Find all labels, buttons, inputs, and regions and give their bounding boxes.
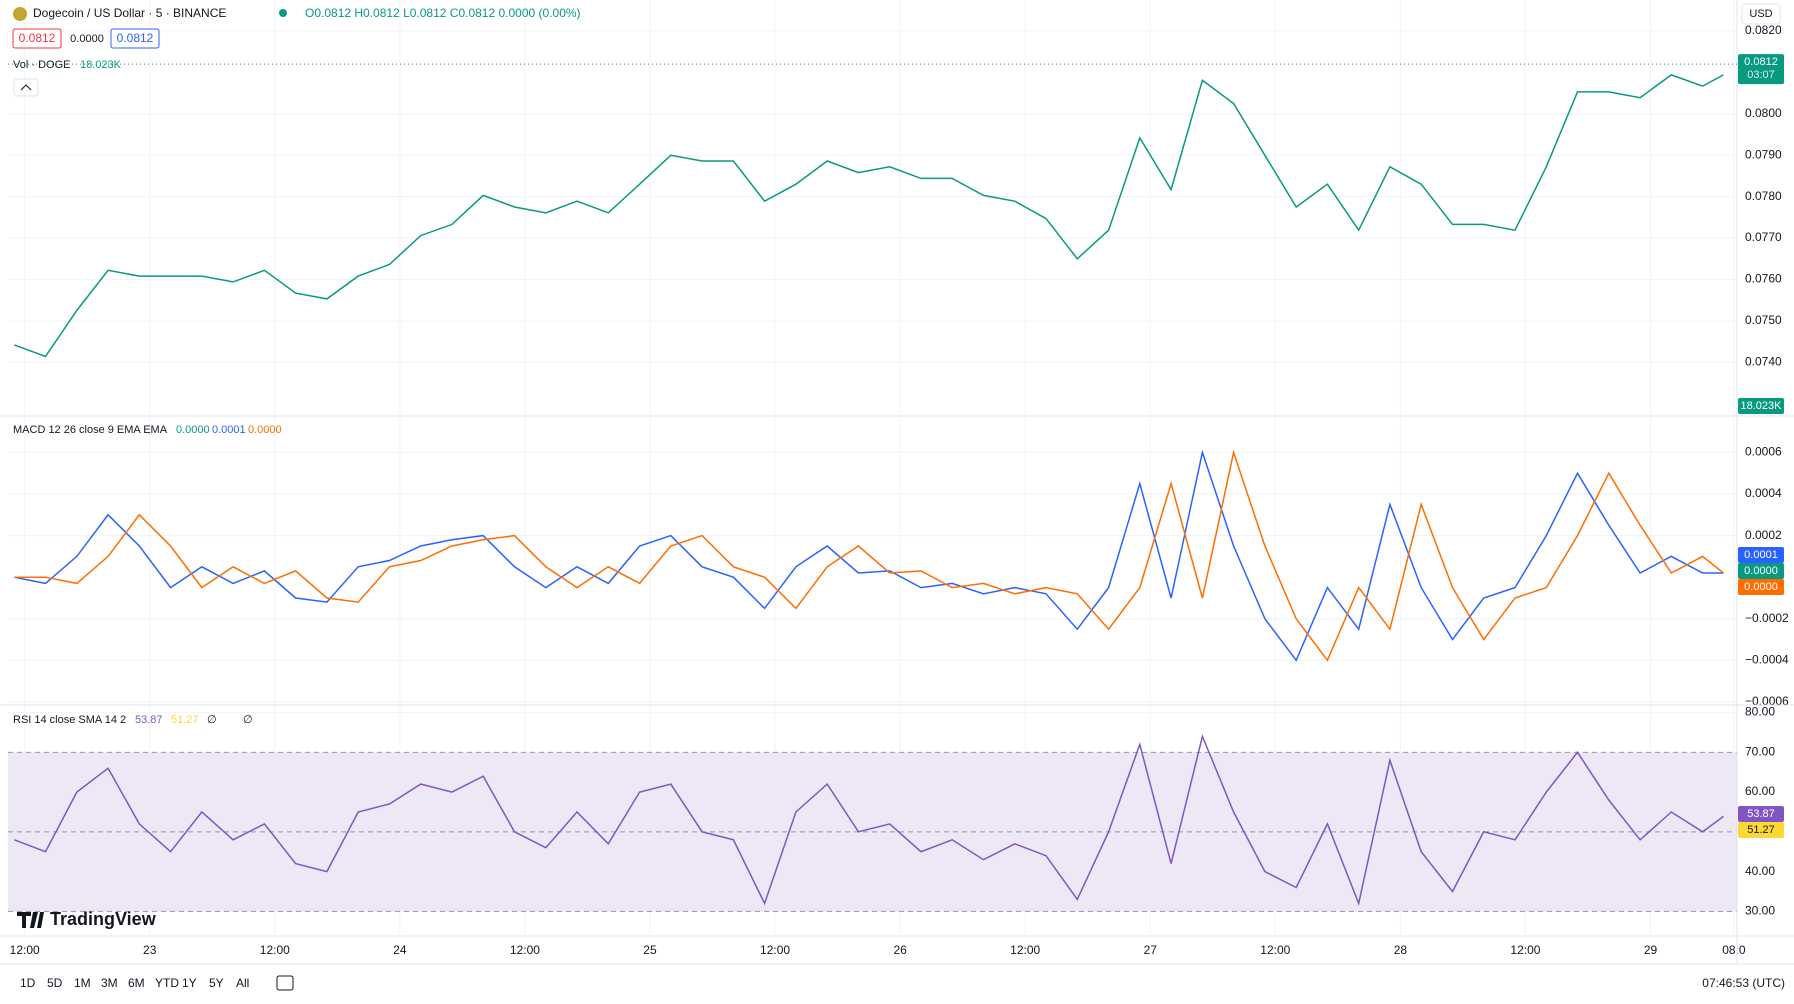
toolbar: 1D 5D 1M 3M 6M YTD 1Y 5Y All — [20, 975, 294, 991]
x-tick-label: 25 — [643, 943, 657, 957]
bid-box[interactable] — [12, 28, 62, 49]
ohlc: O0.0812 H0.0812 L0.0812 C0.0812 0.0000 (… — [305, 6, 581, 20]
symbol-title[interactable]: Dogecoin / US Dollar · 5 · BINANCE — [33, 6, 226, 20]
axis-value-label: 51.27 — [1747, 824, 1775, 836]
x-tick-label: 12:00 — [1260, 943, 1290, 957]
y-tick-label: 0.0002 — [1745, 528, 1782, 542]
y-tick-label: 80.00 — [1745, 705, 1775, 719]
x-tick-label: 12:00 — [510, 943, 540, 957]
legend-value: 0.0000 — [248, 424, 282, 436]
x-tick-label: 28 — [1394, 943, 1408, 957]
legend-value: 0.0001 — [212, 424, 246, 436]
x-tick-label: 12:00 — [10, 943, 40, 957]
y-tick-label: 30.00 — [1745, 904, 1775, 918]
y-tick-label: 0.0750 — [1745, 313, 1782, 327]
y-tick-label: 0.0820 — [1745, 23, 1782, 37]
legend-value: 51.27 — [171, 714, 199, 726]
axis-value-label-badge — [1738, 547, 1784, 563]
range-button[interactable]: 5D — [47, 976, 63, 990]
y-tick-label: −0.0002 — [1745, 611, 1789, 625]
axis-value-label: 53.87 — [1747, 808, 1775, 820]
bid: 0.0812 — [19, 31, 56, 45]
y-tick-label: 0.0740 — [1745, 354, 1782, 368]
currency-button[interactable] — [1741, 3, 1781, 25]
x-tick-label: 12:00 — [760, 943, 790, 957]
axis-value-label: 0.0000 — [1744, 565, 1778, 577]
ask-box[interactable] — [110, 28, 160, 49]
series-line — [14, 733, 1724, 906]
axis-value-label-badge — [1738, 806, 1784, 822]
range-button[interactable]: 1D — [20, 976, 36, 990]
x-tick-label: 12:00 — [1010, 943, 1040, 957]
legend-value: 53.87 — [135, 714, 163, 726]
y-tick-label: 0.0006 — [1745, 445, 1782, 459]
brand: TradingView — [50, 909, 157, 929]
macd-title: MACD 12 26 close 9 EMA EMA — [13, 424, 168, 436]
ask: 0.0812 — [117, 31, 154, 45]
x-tick-label: 27 — [1144, 943, 1158, 957]
x-tick-label: 23 — [143, 943, 157, 957]
calendar-icon[interactable] — [276, 975, 294, 991]
y-tick-label: 0.0780 — [1745, 189, 1782, 203]
x-tick-label: 12:00 — [1510, 943, 1540, 957]
y-tick-label: 70.00 — [1745, 744, 1775, 758]
rsi-title: RSI 14 close SMA 14 2 — [13, 714, 126, 726]
axis-value-label-badge — [1738, 822, 1784, 838]
clock: 07:46:53 (UTC) — [1702, 976, 1785, 990]
x-tick-label: 29 — [1644, 943, 1658, 957]
countdown: 03:07 — [1747, 69, 1775, 81]
axis-value-label: 0.0001 — [1744, 549, 1778, 561]
legend-value: ∅ — [243, 714, 253, 726]
collapse-icon — [20, 84, 32, 91]
y-tick-label: 0.0760 — [1745, 272, 1782, 286]
currency: USD — [1749, 8, 1772, 20]
x-tick-label: 08:0 — [1722, 943, 1746, 957]
legend-value: 0.0000 — [176, 424, 210, 436]
coin-icon — [13, 7, 27, 21]
series-line — [14, 74, 1724, 358]
range-button[interactable]: 1Y — [182, 976, 197, 990]
y-tick-label: −0.0004 — [1745, 653, 1789, 667]
axis-value-label-badge — [1738, 563, 1784, 579]
range-button[interactable]: 5Y — [209, 976, 224, 990]
grid: 12:00 23 12:00 24 12:00 25 12:00 26 12:00 27 12:00… — [8, 0, 1789, 957]
volume-value: 18.023K — [80, 59, 122, 71]
x-tick-label: 12:00 — [260, 943, 290, 957]
collapse-button[interactable] — [13, 78, 39, 97]
y-tick-label: 60.00 — [1745, 784, 1775, 798]
legend-value: ∅ — [207, 714, 217, 726]
x-tick-label: 26 — [893, 943, 907, 957]
range-button[interactable]: 3M — [101, 976, 118, 990]
volume-axis-label-badge — [1738, 398, 1784, 414]
y-tick-label: 0.0790 — [1745, 147, 1782, 161]
brand-logo — [17, 912, 44, 928]
series-line — [14, 449, 1724, 662]
y-tick-label: 0.0004 — [1745, 486, 1782, 500]
last-price-badge — [1738, 54, 1784, 85]
y-tick-label: 0.0770 — [1745, 230, 1782, 244]
range-button[interactable]: 6M — [128, 976, 145, 990]
marks: 0.081203:0718.023K0.00010.00000.000053.8… — [8, 54, 1784, 906]
y-tick-label: 40.00 — [1745, 864, 1775, 878]
y-tick-label: 0.0800 — [1745, 106, 1782, 120]
axis-value-label-badge — [1738, 579, 1784, 595]
axis-value-label: 0.0000 — [1744, 581, 1778, 593]
volume-legend: Vol · DOGE — [13, 59, 70, 71]
spread: 0.0000 — [70, 33, 104, 45]
series-line — [14, 449, 1724, 662]
market-status — [279, 9, 287, 17]
last-price: 0.0812 — [1744, 56, 1778, 68]
range-button[interactable]: All — [236, 976, 249, 990]
legends: 0.0000 0.0001 0.0000 53.87 51.27 ∅ ∅ — [135, 424, 282, 726]
range-button[interactable]: YTD — [155, 976, 179, 990]
volume-axis-label: 18.023K — [1741, 400, 1783, 412]
range-button[interactable]: 1M — [74, 976, 91, 990]
x-tick-label: 24 — [393, 943, 407, 957]
